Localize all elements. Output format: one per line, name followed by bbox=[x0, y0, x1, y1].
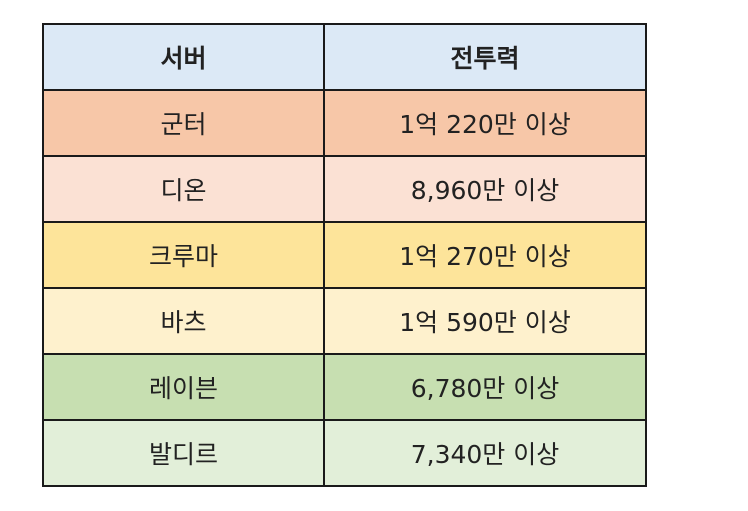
server-cell: 바츠 bbox=[42, 287, 325, 355]
power-cell: 1억 590만 이상 bbox=[323, 287, 647, 355]
table-row: 크루마 1억 270만 이상 bbox=[42, 221, 647, 289]
power-cell: 7,340만 이상 bbox=[323, 419, 647, 487]
server-cell: 군터 bbox=[42, 89, 325, 157]
server-cell: 발디르 bbox=[42, 419, 325, 487]
header-row: 서버 전투력 bbox=[42, 23, 647, 91]
power-cell: 1억 220만 이상 bbox=[323, 89, 647, 157]
table-row: 디온 8,960만 이상 bbox=[42, 155, 647, 223]
server-cell: 디온 bbox=[42, 155, 325, 223]
power-cell: 1억 270만 이상 bbox=[323, 221, 647, 289]
table-row: 레이븐 6,780만 이상 bbox=[42, 353, 647, 421]
server-cell: 크루마 bbox=[42, 221, 325, 289]
server-power-table: 서버 전투력 군터 1억 220만 이상 디온 8,960만 이상 크루마 1억 270만… bbox=[42, 23, 647, 487]
table-row: 군터 1억 220만 이상 bbox=[42, 89, 647, 157]
server-cell: 레이븐 bbox=[42, 353, 325, 421]
table-row: 발디르 7,340만 이상 bbox=[42, 419, 647, 487]
header-server: 서버 bbox=[42, 23, 325, 91]
power-cell: 8,960만 이상 bbox=[323, 155, 647, 223]
power-cell: 6,780만 이상 bbox=[323, 353, 647, 421]
header-power: 전투력 bbox=[323, 23, 647, 91]
table-row: 바츠 1억 590만 이상 bbox=[42, 287, 647, 355]
